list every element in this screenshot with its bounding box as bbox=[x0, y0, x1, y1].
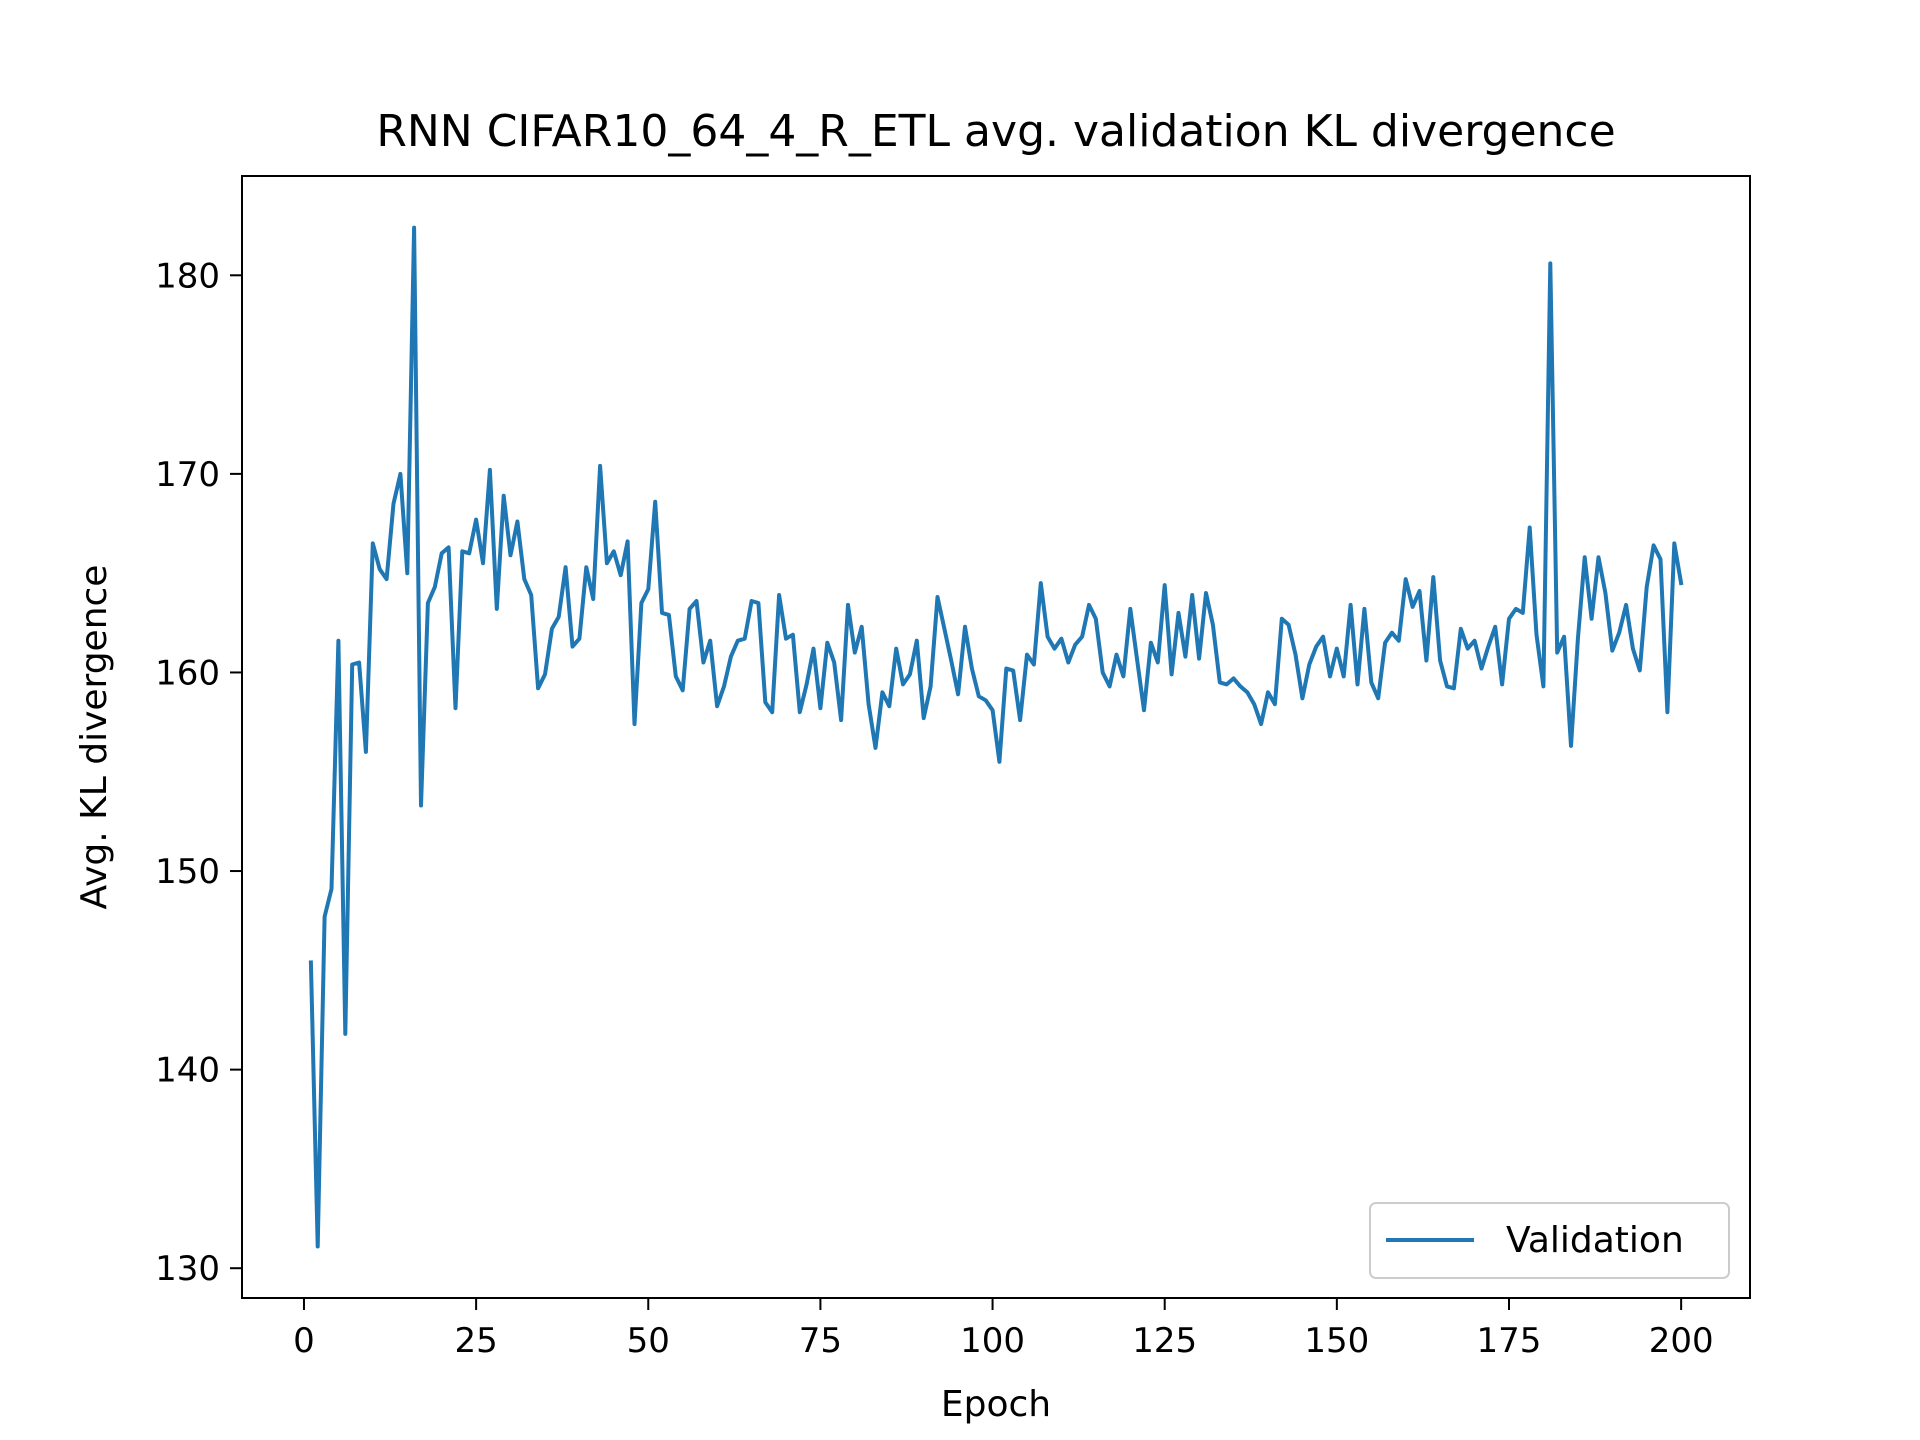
x-axis-ticks: 0 25 50 75 100 125 150 175 200 bbox=[293, 1298, 1714, 1361]
x-tick-label: 125 bbox=[1132, 1321, 1197, 1361]
x-tick-label: 150 bbox=[1304, 1321, 1369, 1361]
y-tick-label: 150 bbox=[155, 852, 220, 892]
y-tick-label: 170 bbox=[155, 455, 220, 495]
y-tick-label: 140 bbox=[155, 1051, 220, 1091]
series-line-validation bbox=[308, 225, 1684, 1249]
y-tick-label: 160 bbox=[155, 653, 220, 693]
legend-frame bbox=[1369, 1202, 1730, 1279]
y-axis-label: Avg. KL divergence bbox=[74, 565, 115, 910]
y-tick-label: 180 bbox=[155, 256, 220, 296]
x-tick-label: 75 bbox=[799, 1321, 842, 1361]
x-tick-label: 25 bbox=[454, 1321, 497, 1361]
legend: Validation bbox=[1369, 1202, 1730, 1279]
plot-area-frame bbox=[241, 175, 1751, 1299]
legend-label-validation: Validation bbox=[1506, 1220, 1684, 1261]
y-axis-ticks: 130 140 150 160 170 180 bbox=[155, 256, 242, 1289]
chart-title: RNN CIFAR10_64_4_R_ETL avg. validation K… bbox=[376, 106, 1615, 157]
x-tick-label: 50 bbox=[627, 1321, 670, 1361]
x-axis-label: Epoch bbox=[941, 1384, 1051, 1425]
x-tick-label: 0 bbox=[293, 1321, 315, 1361]
y-tick-label: 130 bbox=[155, 1249, 220, 1289]
x-tick-label: 100 bbox=[960, 1321, 1025, 1361]
x-tick-label: 200 bbox=[1649, 1321, 1714, 1361]
x-tick-label: 175 bbox=[1477, 1321, 1542, 1361]
